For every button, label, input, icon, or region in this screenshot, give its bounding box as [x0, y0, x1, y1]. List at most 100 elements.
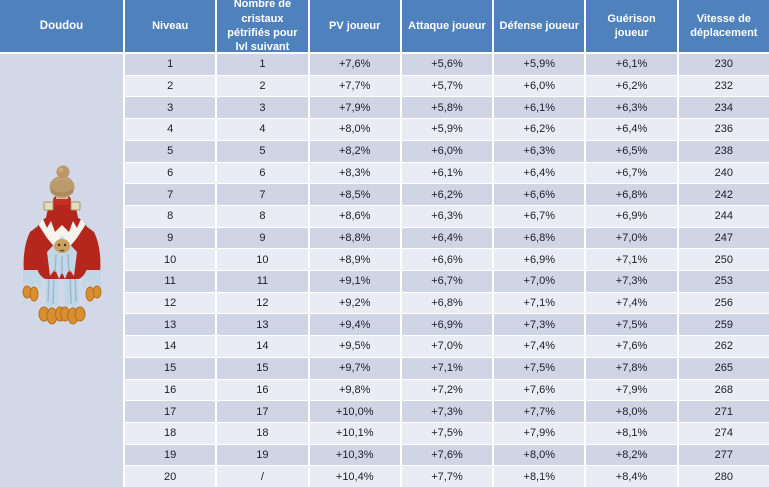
cell-cristaux: 16 — [215, 379, 308, 401]
cell-guerison: +6,3% — [584, 97, 677, 119]
table-row: 8 8 +8,6% +6,3% +6,7% +6,9% 244 — [123, 205, 769, 228]
cell-attaque: +6,0% — [399, 140, 493, 162]
cell-pv: +10,4% — [307, 466, 400, 487]
cell-vitesse: 236 — [676, 119, 769, 140]
cell-guerison: +8,4% — [584, 466, 677, 487]
cell-defense: +7,9% — [492, 422, 585, 444]
cell-pv: +9,1% — [307, 271, 400, 292]
cell-pv: +9,2% — [307, 292, 400, 314]
cell-vitesse: 262 — [676, 336, 769, 357]
cell-defense: +6,2% — [492, 119, 585, 140]
cell-niveau: 20 — [123, 466, 216, 487]
cell-guerison: +7,5% — [584, 314, 677, 336]
cell-defense: +7,1% — [492, 292, 585, 314]
table-row: 3 3 +7,9% +5,8% +6,1% +6,3% 234 — [123, 97, 769, 120]
cell-guerison: +8,2% — [584, 444, 677, 466]
cell-guerison: +7,3% — [584, 271, 677, 292]
cell-defense: +6,8% — [492, 227, 585, 249]
cell-pv: +8,2% — [307, 140, 400, 162]
table-body: 1 1 +7,6% +5,6% +5,9% +6,1% 230 2 2 +7,7% +5,7% +6,… — [123, 54, 769, 487]
cell-pv: +10,0% — [307, 401, 400, 422]
cell-attaque: +6,6% — [399, 249, 493, 271]
cell-niveau: 15 — [123, 357, 216, 379]
column-header-niveau: Niveau — [123, 0, 216, 52]
cell-pv: +9,7% — [307, 357, 400, 379]
cell-pv: +9,4% — [307, 314, 400, 336]
cell-niveau: 19 — [123, 444, 216, 466]
cell-vitesse: 265 — [676, 357, 769, 379]
cell-cristaux: 9 — [215, 227, 308, 249]
cell-vitesse: 253 — [676, 271, 769, 292]
doudou-column: Doudou — [0, 0, 123, 487]
table-row: 11 11 +9,1% +6,7% +7,0% +7,3% 253 — [123, 271, 769, 293]
cell-attaque: +6,2% — [399, 184, 493, 205]
cell-guerison: +6,7% — [584, 162, 677, 184]
cell-cristaux: 3 — [215, 97, 308, 119]
table-row: 4 4 +8,0% +5,9% +6,2% +6,4% 236 — [123, 119, 769, 141]
cell-guerison: +7,0% — [584, 227, 677, 249]
cell-guerison: +6,4% — [584, 119, 677, 140]
cell-defense: +7,3% — [492, 314, 585, 336]
cell-pv: +7,9% — [307, 97, 400, 119]
cell-pv: +8,8% — [307, 227, 400, 249]
cell-attaque: +7,1% — [399, 357, 493, 379]
cell-niveau: 14 — [123, 336, 216, 357]
cell-guerison: +6,1% — [584, 54, 677, 75]
cell-guerison: +7,1% — [584, 249, 677, 271]
cell-defense: +6,4% — [492, 162, 585, 184]
cell-niveau: 5 — [123, 140, 216, 162]
cell-cristaux: 13 — [215, 314, 308, 336]
table-header-row: Niveau Nombre de cristaux pétrifiés pour… — [123, 0, 769, 54]
cell-attaque: +6,8% — [399, 292, 493, 314]
cell-pv: +7,6% — [307, 54, 400, 75]
table-row: 18 18 +10,1% +7,5% +7,9% +8,1% 274 — [123, 422, 769, 445]
cell-niveau: 11 — [123, 271, 216, 292]
cell-cristaux: 11 — [215, 271, 308, 292]
cell-vitesse: 280 — [676, 466, 769, 487]
cell-niveau: 10 — [123, 249, 216, 271]
cell-cristaux: 4 — [215, 119, 308, 140]
doudou-image-cell — [0, 54, 123, 487]
table-row: 5 5 +8,2% +6,0% +6,3% +6,5% 238 — [123, 140, 769, 163]
cell-niveau: 4 — [123, 119, 216, 140]
cell-guerison: +6,8% — [584, 184, 677, 205]
cell-niveau: 3 — [123, 97, 216, 119]
cell-vitesse: 230 — [676, 54, 769, 75]
cell-cristaux: 14 — [215, 336, 308, 357]
cell-vitesse: 250 — [676, 249, 769, 271]
cell-cristaux: 17 — [215, 401, 308, 422]
cell-niveau: 7 — [123, 184, 216, 205]
cell-guerison: +6,9% — [584, 205, 677, 227]
cell-niveau: 17 — [123, 401, 216, 422]
cell-vitesse: 259 — [676, 314, 769, 336]
doudou-creature-icon — [22, 165, 101, 325]
cell-vitesse: 271 — [676, 401, 769, 422]
cell-niveau: 9 — [123, 227, 216, 249]
cell-defense: +5,9% — [492, 54, 585, 75]
cell-guerison: +6,5% — [584, 140, 677, 162]
table-row: 1 1 +7,6% +5,6% +5,9% +6,1% 230 — [123, 54, 769, 76]
table-row: 16 16 +9,8% +7,2% +7,6% +7,9% 268 — [123, 379, 769, 402]
cell-cristaux: 2 — [215, 75, 308, 97]
cell-pv: +9,5% — [307, 336, 400, 357]
stats-columns: Niveau Nombre de cristaux pétrifiés pour… — [123, 0, 769, 487]
cell-cristaux: 15 — [215, 357, 308, 379]
cell-guerison: +7,6% — [584, 336, 677, 357]
column-header-doudou: Doudou — [0, 0, 123, 54]
cell-guerison: +7,4% — [584, 292, 677, 314]
cell-defense: +8,0% — [492, 444, 585, 466]
cell-defense: +8,1% — [492, 466, 585, 487]
cell-attaque: +6,4% — [399, 227, 493, 249]
cell-niveau: 16 — [123, 379, 216, 401]
column-header-vitesse: Vitesse de déplacement — [676, 0, 769, 52]
cell-attaque: +7,0% — [399, 336, 493, 357]
cell-niveau: 13 — [123, 314, 216, 336]
column-header-attaque: Attaque joueur — [399, 0, 493, 52]
table-row: 10 10 +8,9% +6,6% +6,9% +7,1% 250 — [123, 249, 769, 272]
cell-attaque: +5,8% — [399, 97, 493, 119]
cell-cristaux: 10 — [215, 249, 308, 271]
cell-attaque: +6,7% — [399, 271, 493, 292]
cell-vitesse: 244 — [676, 205, 769, 227]
cell-vitesse: 242 — [676, 184, 769, 205]
